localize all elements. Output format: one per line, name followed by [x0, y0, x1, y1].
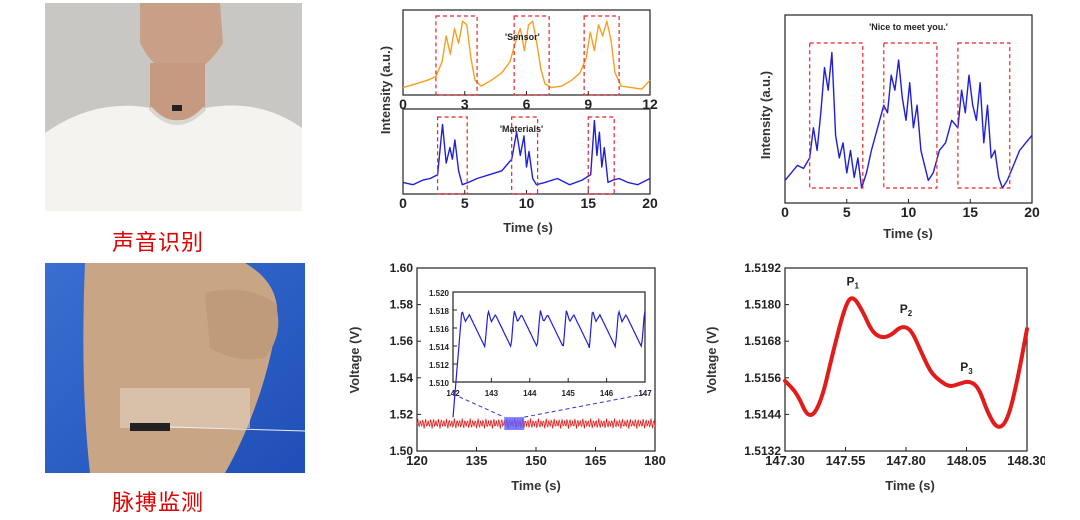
xlabel-pulse: Time (s)	[511, 478, 561, 493]
nice-xtick-label: 20	[1024, 204, 1040, 220]
single-ytick-label: 1.5144	[744, 407, 781, 421]
chart-single-pulse: Voltage (V) 147.30 147.55 147.80 148.05 148.…	[704, 261, 1045, 493]
nice-series-line	[784, 51, 1033, 189]
sensor-box-2	[583, 15, 620, 96]
caption-pulse: 脉搏监测	[112, 491, 205, 516]
plot-sensor: 0 3 6 9 12 'Sensor'	[399, 9, 658, 112]
plot-single: 147.30 147.55 147.80 148.05 148.30 1.5132 1.51…	[744, 261, 1045, 468]
chart-sensor-materials: Intensity (a.u.) 0 3 6 9 12 'Sensor' 0 5 10 15 20…	[378, 9, 658, 235]
plot-nice: 0 5 10 15 20 'Nice to meet you.'	[781, 14, 1040, 220]
materials-box-1	[511, 116, 539, 195]
inset-xtick-label: 142	[446, 389, 460, 398]
inset-connector-right	[524, 393, 646, 418]
ylabel-intensity-right: Intensity (a.u.)	[758, 71, 773, 159]
materials-box-2	[587, 116, 615, 195]
ylabel-voltage-pulse: Voltage (V)	[347, 327, 362, 394]
pulse-ytick-label: 1.60	[390, 261, 414, 275]
pulse-xtick-label: 150	[525, 453, 547, 468]
nice-xtick-label: 5	[843, 204, 851, 220]
single-xtick-label: 147.80	[886, 453, 926, 468]
single-xtick-label: 148.05	[947, 453, 987, 468]
pulse-ytick-label: 1.56	[390, 334, 414, 348]
nice-xtick-label: 15	[962, 204, 978, 220]
xlabel-materials: Time (s)	[503, 220, 553, 235]
single-xtick-label: 147.30	[765, 453, 805, 468]
materials-xtick-label: 15	[580, 195, 596, 211]
sensor-box-1	[513, 15, 550, 96]
nice-box-1	[883, 42, 938, 189]
single-ytick-label: 1.5156	[744, 371, 781, 385]
ylabel-intensity-left: Intensity (a.u.)	[378, 46, 393, 134]
wrist-photo	[45, 263, 305, 473]
inset-xtick-label: 147	[638, 389, 652, 398]
inset-xtick-label: 146	[600, 389, 614, 398]
nice-xtick-label: 10	[901, 204, 917, 220]
single-xtick-label: 148.30	[1007, 453, 1045, 468]
pulse-ytick-label: 1.54	[390, 371, 414, 385]
inset-ytick-label: 1.512	[429, 361, 450, 370]
sensor-box-0	[435, 15, 478, 96]
pulse-xtick-label: 135	[466, 453, 488, 468]
inset-ytick-label: 1.520	[429, 289, 450, 298]
inset-axes	[452, 291, 646, 383]
sensor-xtick-label: 0	[399, 96, 407, 112]
ylabel-voltage-single: Voltage (V)	[704, 327, 719, 394]
inset-ytick-label: 1.510	[429, 379, 450, 388]
inset-connector-left	[452, 393, 505, 418]
sensor-xtick-label: 9	[584, 96, 592, 112]
materials-box-0	[436, 116, 468, 195]
nice-annotation: 'Nice to meet you.'	[869, 22, 948, 32]
inset-xtick-label: 145	[562, 389, 576, 398]
xlabel-single: Time (s)	[885, 478, 935, 493]
single-axes	[784, 267, 1028, 452]
inset-ytick-label: 1.514	[429, 343, 450, 352]
pulse-series-line	[416, 418, 656, 429]
single-ytick-label: 1.5180	[744, 298, 781, 312]
peak-label-2: P3	[960, 360, 973, 376]
nice-xtick-label: 0	[781, 204, 789, 220]
materials-xtick-label: 0	[399, 195, 407, 211]
plot-pulse: 120 135 150 165 180 1.50 1.52 1.54 1.56 1.58 1.60 1…	[390, 261, 666, 468]
sensor-xtick-label: 12	[642, 96, 658, 112]
materials-series-line	[402, 119, 651, 186]
single-series-line	[783, 296, 1029, 429]
neck-photo	[45, 3, 302, 211]
inset-xtick-label: 143	[485, 389, 499, 398]
chart-pulse: Voltage (V) 120 135 150 165 1801.501.521.541…	[347, 261, 666, 493]
materials-annotation: 'Materials'	[500, 124, 543, 134]
nice-box-2	[957, 42, 1011, 189]
inset-ytick-label: 1.518	[429, 307, 450, 316]
pulse-zoom-region	[504, 417, 525, 430]
inset-ytick-label: 1.516	[429, 325, 450, 334]
sensor-xtick-label: 3	[461, 96, 469, 112]
materials-xtick-label: 10	[519, 195, 535, 211]
chart-nice-to-meet-you: Intensity (a.u.) 0 5 10 15 20 'Nice to meet y…	[758, 14, 1040, 240]
single-ytick-label: 1.5168	[744, 334, 781, 348]
plot-materials: 0 5 10 15 20 'Materials'	[399, 108, 658, 211]
nice-box-0	[809, 42, 864, 189]
sensor-annotation: 'Sensor'	[505, 32, 540, 42]
single-xtick-label: 147.55	[826, 453, 866, 468]
sensor-series-line	[402, 20, 651, 90]
pulse-xtick-label: 180	[644, 453, 666, 468]
inset-xtick-label: 144	[523, 389, 537, 398]
pulse-ytick-label: 1.50	[390, 444, 414, 458]
materials-xtick-label: 5	[461, 195, 469, 211]
single-ytick-label: 1.5192	[744, 261, 781, 275]
peak-label-1: P2	[900, 302, 913, 318]
pulse-xtick-label: 120	[406, 453, 428, 468]
caption-voice: 声音识别	[112, 231, 205, 256]
xlabel-nice: Time (s)	[883, 226, 933, 240]
materials-xtick-label: 20	[642, 195, 658, 211]
pulse-ytick-label: 1.52	[390, 407, 414, 421]
pulse-xtick-label: 165	[585, 453, 607, 468]
single-ytick-label: 1.5132	[744, 444, 781, 458]
inset-series-line	[452, 309, 646, 418]
pulse-ytick-label: 1.58	[390, 298, 414, 312]
peak-label-0: P1	[847, 274, 860, 290]
sensor-xtick-label: 6	[523, 96, 531, 112]
